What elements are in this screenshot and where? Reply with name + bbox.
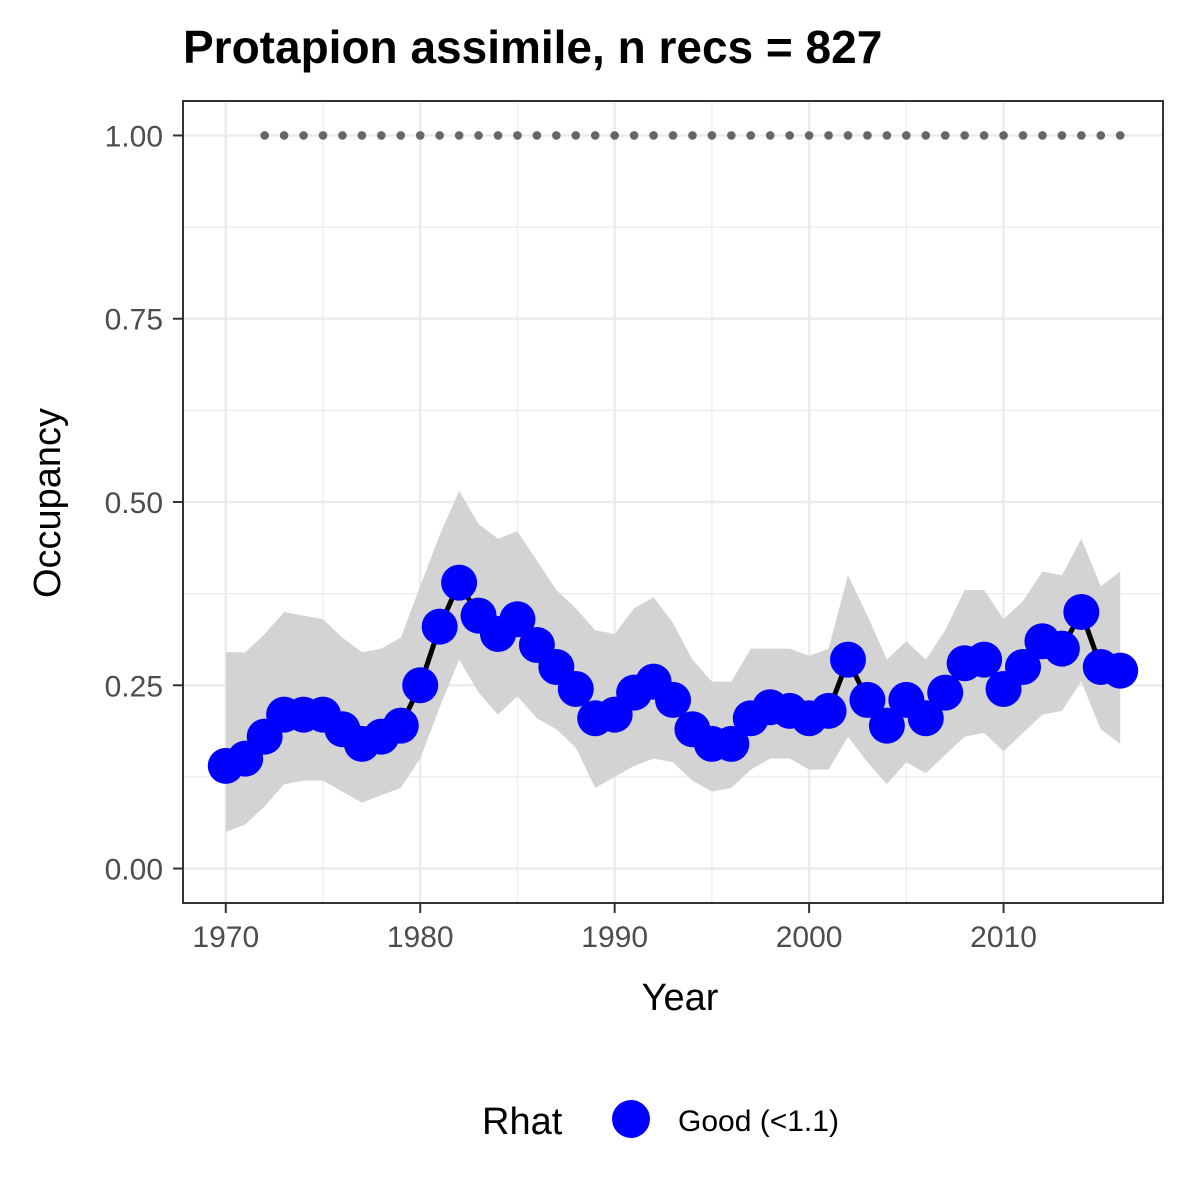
- x-axis-title: Year: [642, 977, 719, 1019]
- detection-dot: [590, 131, 600, 140]
- occupancy-point: [441, 564, 478, 601]
- occupancy-point: [499, 601, 536, 638]
- detection-dot: [435, 131, 444, 140]
- detection-dot: [610, 131, 619, 140]
- occupancy-point: [1005, 648, 1041, 685]
- occupancy-point: [557, 670, 594, 707]
- occupancy-point: [382, 707, 419, 744]
- detection-dot: [1077, 131, 1086, 140]
- detection-dot: [940, 131, 950, 140]
- detection-dot: [415, 131, 425, 140]
- occupancy-point: [713, 725, 750, 762]
- occupancy-points: [207, 564, 1139, 784]
- occupancy-point: [830, 641, 866, 678]
- y-tick-label: 0.25: [105, 670, 163, 703]
- detection-dot: [279, 131, 289, 140]
- occupancy-point: [927, 674, 964, 711]
- detection-dot: [668, 131, 678, 140]
- detection-dot: [260, 131, 269, 140]
- detection-dot: [629, 131, 639, 140]
- x-tick-label: 1990: [581, 921, 648, 954]
- y-tick-label: 0.00: [105, 854, 163, 887]
- detection-dot: [513, 131, 522, 140]
- legend-label-good: Good (<1.1): [678, 1105, 839, 1138]
- x-tick-label: 1970: [192, 921, 259, 954]
- detection-dot: [843, 131, 853, 140]
- detection-dot: [979, 131, 989, 140]
- x-tick-label: 2000: [776, 921, 843, 954]
- occupancy-point: [421, 608, 458, 645]
- occupancy-point: [810, 692, 847, 729]
- detection-dot: [532, 131, 542, 140]
- legend-title: Rhat: [482, 1101, 563, 1143]
- detection-dot: [902, 131, 911, 140]
- detection-dot: [299, 131, 308, 140]
- detection-dot: [454, 131, 464, 140]
- detection-dot: [999, 131, 1008, 140]
- detection-dot: [921, 131, 931, 140]
- occupancy-point: [849, 681, 886, 718]
- detection-dot: [571, 131, 581, 140]
- chart-title: Protapion assimile, n recs = 827: [183, 21, 882, 73]
- detection-dot: [1096, 131, 1106, 140]
- detection-dot: [318, 131, 328, 140]
- detection-dot: [707, 131, 717, 140]
- detection-dot: [493, 131, 503, 140]
- occupancy-point: [1063, 593, 1100, 630]
- detection-dot: [824, 131, 833, 140]
- detection-dots: [260, 131, 1125, 140]
- y-axis-title: Occupancy: [27, 408, 69, 598]
- detection-dot: [804, 131, 814, 140]
- occupancy-point: [402, 667, 439, 704]
- legend-key-good: [612, 1100, 650, 1138]
- x-tick-label: 2010: [970, 921, 1037, 954]
- x-tick-label: 1980: [387, 921, 454, 954]
- detection-dot: [785, 131, 794, 140]
- detection-dot: [474, 131, 483, 140]
- occupancy-point: [1043, 630, 1080, 667]
- occupancy-point: [655, 681, 691, 718]
- detection-dot: [552, 131, 561, 140]
- occupancy-point: [907, 700, 944, 737]
- occupancy-point: [868, 707, 905, 744]
- detection-dot: [688, 131, 697, 140]
- detection-dot: [1038, 131, 1047, 140]
- detection-dot: [377, 131, 386, 140]
- detection-dot: [357, 131, 367, 140]
- y-tick-label: 0.50: [105, 487, 163, 520]
- y-axis: 0.00 0.25 0.50 0.75 1.00: [105, 120, 183, 887]
- x-axis: 1970 1980 1990 2000 2010: [192, 903, 1037, 954]
- detection-dot: [863, 131, 872, 140]
- detection-dot: [338, 131, 347, 140]
- detection-dot: [396, 131, 406, 140]
- detection-dot: [960, 131, 969, 140]
- detection-dot: [727, 131, 736, 140]
- occupancy-point: [966, 641, 1003, 678]
- legend: Rhat Good (<1.1): [482, 1100, 839, 1143]
- detection-dot: [1057, 131, 1067, 140]
- detection-dot: [765, 131, 775, 140]
- y-tick-label: 0.75: [105, 304, 163, 337]
- detection-dot: [1115, 131, 1125, 140]
- detection-dot: [1018, 131, 1028, 140]
- detection-dot: [882, 131, 892, 140]
- detection-dot: [746, 131, 756, 140]
- detection-dot: [649, 131, 658, 140]
- occupancy-point: [1102, 652, 1139, 689]
- y-tick-label: 1.00: [105, 120, 163, 153]
